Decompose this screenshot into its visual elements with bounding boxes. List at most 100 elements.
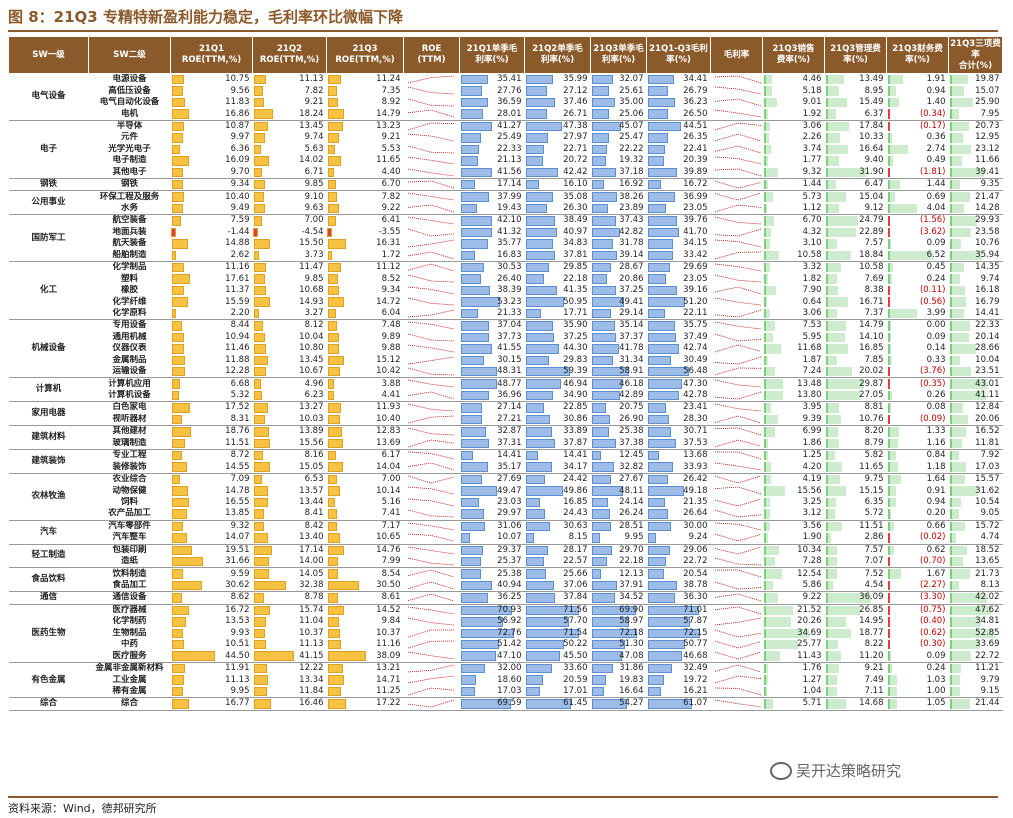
data-bar <box>763 144 771 155</box>
value-text: 19.72 <box>683 674 708 685</box>
data-bar <box>647 640 685 650</box>
value-text: (0.11) <box>919 285 946 296</box>
value-text: 3.73 <box>304 249 324 260</box>
value-cell: 17.03 <box>459 685 525 699</box>
value-cell: 21.52 <box>763 604 825 616</box>
value-cell: 10.04 <box>253 332 327 343</box>
value-text: 71.01 <box>683 604 708 615</box>
sparkline-cell <box>710 437 763 450</box>
value-text: 37.18 <box>619 166 644 177</box>
sparkline-cell <box>710 685 763 699</box>
sparkline <box>407 675 454 684</box>
value-cell: 4.96 <box>253 378 327 390</box>
value-text: 10.37 <box>299 627 324 638</box>
value-text: 51.20 <box>683 296 708 307</box>
data-bar <box>591 640 625 650</box>
value-text: 25.90 <box>975 97 1000 108</box>
data-bar <box>763 250 779 260</box>
value-cell: 3.88 <box>327 378 404 390</box>
value-cell: 4.40 <box>326 166 404 179</box>
value-text: 26.79 <box>683 85 708 96</box>
data-bar <box>949 617 981 627</box>
data-bar <box>327 686 341 697</box>
sparkline-cell <box>711 332 763 343</box>
table-row: 电气自动化设备 11.83 9.21 8.92 36.59 37.46 35.00 36.23… <box>9 97 1003 108</box>
value-text: 0.49 <box>926 155 946 166</box>
table-row: 塑料 17.61 9.85 8.52 26.40 22.18 20.86 23.05 1.82 7… <box>9 273 1003 284</box>
value-text: 20.59 <box>563 674 588 685</box>
value-text: 51.30 <box>619 639 644 650</box>
value-text: 3.32 <box>802 262 822 273</box>
value-cell: 22.72 <box>646 555 711 569</box>
data-bar <box>327 699 346 709</box>
value-text: 13.49 <box>859 74 884 85</box>
data-bar <box>525 285 557 296</box>
data-bar <box>460 593 488 603</box>
value-cell: 6.70 <box>326 178 404 192</box>
data-bar <box>647 486 684 496</box>
value-cell: 9.39 <box>762 413 825 427</box>
data-bar <box>525 274 544 284</box>
data-bar <box>591 109 609 119</box>
value-text: 10.75 <box>225 74 250 85</box>
data-bar <box>171 144 180 155</box>
value-cell: 27.14 <box>460 402 525 414</box>
column-header: 21Q3财务费 率(%) <box>886 36 949 74</box>
value-cell: 6.36 <box>171 144 253 155</box>
value-text: 34.69 <box>797 627 822 638</box>
value-text: 35.94 <box>975 249 1000 260</box>
data-bar <box>763 699 773 709</box>
value-cell: 3.27 <box>252 307 327 321</box>
value-text: 47.10 <box>497 650 522 661</box>
value-cell: 36.23 <box>647 97 711 108</box>
sparkline <box>714 415 761 424</box>
value-text: 8.79 <box>864 437 884 448</box>
data-bar <box>647 344 679 354</box>
data-bar <box>887 593 912 603</box>
data-bar <box>525 239 553 249</box>
data-bar <box>647 121 681 132</box>
data-bar <box>327 167 334 177</box>
value-cell: 37.43 <box>591 215 647 227</box>
value-cell: 16.83 <box>459 249 525 262</box>
sparkline-cell <box>710 555 763 569</box>
value-text: 22.72 <box>975 650 1000 661</box>
data-bar <box>647 179 661 190</box>
value-cell: 35.00 <box>591 97 647 108</box>
value-text: 48.31 <box>497 366 522 377</box>
data-bar <box>647 580 677 591</box>
value-text: 30.15 <box>497 354 522 365</box>
data-bar <box>949 497 961 508</box>
data-bar <box>763 203 767 214</box>
value-text: 7.35 <box>381 85 401 96</box>
value-text: 1.04 <box>802 685 822 696</box>
value-cell: 7.52 <box>825 568 887 580</box>
column-header: 21Q3三项费率 合计(%) <box>948 36 1003 74</box>
value-text: 4.46 <box>802 74 822 85</box>
data-bar <box>825 274 837 284</box>
value-cell: 29.70 <box>591 544 647 556</box>
value-text: 3.95 <box>802 402 822 413</box>
data-bar <box>171 486 188 496</box>
sw2-industry: 化学制品 <box>112 262 147 273</box>
value-text: 0.62 <box>926 544 946 555</box>
value-text: 45.07 <box>619 120 644 131</box>
value-text: 18.77 <box>859 627 884 638</box>
data-bar <box>460 156 478 166</box>
value-text: 38.78 <box>683 580 708 591</box>
data-bar <box>591 321 615 331</box>
value-text: 7.37 <box>864 307 884 318</box>
data-bar <box>647 521 671 532</box>
value-text: 27.05 <box>859 390 884 401</box>
value-cell: 11.83 <box>171 97 253 108</box>
sparkline <box>407 98 454 107</box>
sparkline-cell <box>404 273 460 284</box>
data-bar <box>949 121 969 132</box>
value-cell: 8.61 <box>326 591 404 605</box>
sw2-industry: 半导体 <box>116 120 143 131</box>
value-cell: 8.38 <box>825 285 887 296</box>
data-bar <box>825 86 839 96</box>
data-bar <box>763 379 783 389</box>
sw2-industry: 汽车零部件 <box>108 520 151 531</box>
data-bar <box>253 344 266 354</box>
